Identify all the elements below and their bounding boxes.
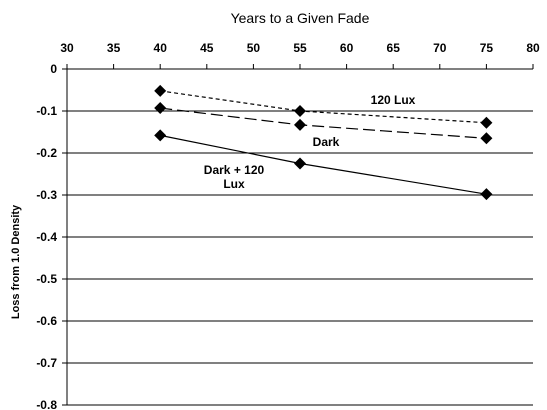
data-point-marker	[480, 116, 493, 129]
y-tick-label: -0.3	[36, 188, 57, 202]
series-label: Lux	[223, 177, 245, 191]
axes	[62, 64, 534, 406]
data-point-marker	[154, 102, 167, 115]
series-label: 120 Lux	[371, 93, 416, 107]
y-tick-label: -0.7	[36, 356, 57, 370]
series-label: Dark + 120	[204, 163, 265, 177]
x-tick-label: 50	[247, 41, 261, 55]
series-label: Dark	[313, 135, 340, 149]
data-point-marker	[154, 129, 167, 142]
x-tick-label: 40	[154, 41, 168, 55]
y-tick-label: -0.2	[36, 146, 57, 160]
y-tick-label: -0.5	[36, 272, 57, 286]
data-point-marker	[294, 105, 306, 117]
y-tick-label: -0.8	[36, 398, 57, 410]
grid-lines	[67, 110, 533, 406]
y-tick-label: -0.6	[36, 314, 57, 328]
x-tick-label: 35	[107, 41, 121, 55]
y-tick-label: -0.4	[36, 230, 57, 244]
x-tick-label: 65	[387, 41, 401, 55]
x-tick-label: 70	[433, 41, 447, 55]
series-group	[154, 84, 493, 201]
x-tick-label: 45	[200, 41, 214, 55]
x-tick-labels: 30 35 40 45 50 55 60 65 70 75 80	[60, 41, 540, 55]
x-tick-label: 60	[340, 41, 354, 55]
x-tick-label: 80	[526, 41, 540, 55]
x-tick-label: 75	[480, 41, 494, 55]
data-point-marker	[294, 157, 306, 170]
data-point-marker	[154, 84, 167, 97]
y-tick-label: -0.1	[36, 104, 57, 118]
x-tick-label: 55	[293, 41, 307, 55]
y-tick-labels: 0 -0.1 -0.2 -0.3 -0.4 -0.5 -0.6 -0.7 -0.8	[36, 62, 57, 410]
series-line	[160, 90, 487, 124]
y-tick-label: 0	[50, 62, 57, 76]
x-tick-label: 30	[60, 41, 74, 55]
data-point-marker	[480, 132, 493, 145]
y-axis-title: Loss from 1.0 Density	[10, 204, 22, 319]
data-point-marker	[480, 188, 493, 201]
data-point-marker	[294, 118, 306, 131]
x-axis-title: Years to a Given Fade	[231, 10, 370, 26]
